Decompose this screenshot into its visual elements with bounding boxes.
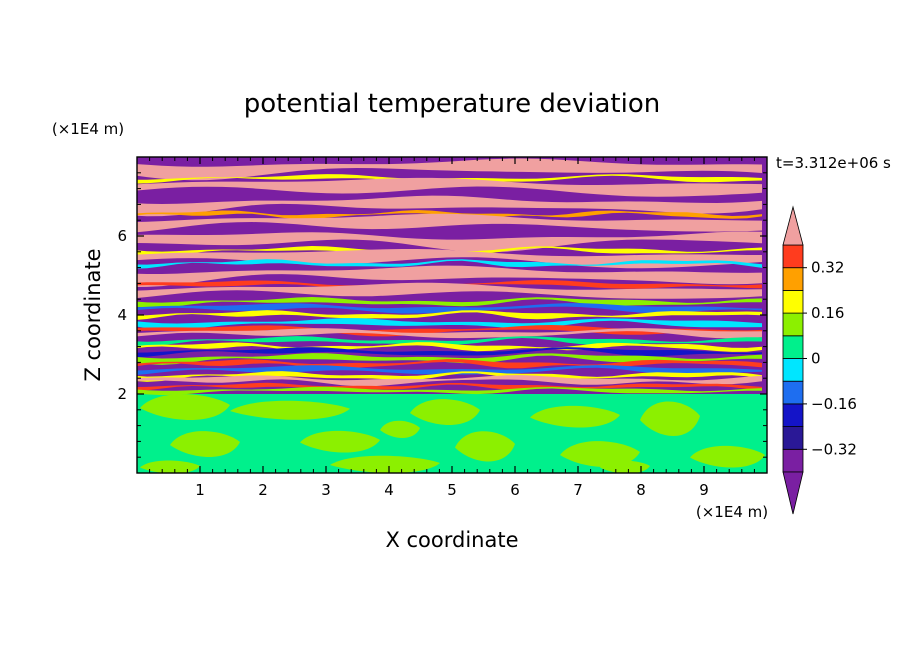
lower-patch bbox=[640, 401, 700, 436]
lower-patch bbox=[455, 431, 515, 462]
field-band bbox=[137, 325, 762, 337]
colorbar-segment bbox=[782, 380, 804, 405]
lower-patch bbox=[600, 460, 650, 473]
field-band bbox=[137, 265, 762, 287]
colorbar-tick-label: 0 bbox=[811, 350, 821, 368]
field-band bbox=[137, 282, 762, 299]
lower-patch bbox=[380, 420, 420, 438]
field-band bbox=[137, 158, 762, 181]
x-tick-label: 6 bbox=[510, 481, 520, 499]
x-tick-label: 8 bbox=[636, 481, 646, 499]
field-band bbox=[137, 177, 762, 197]
lower-patch bbox=[560, 441, 640, 467]
colorbar-tick-label: −0.32 bbox=[811, 440, 857, 458]
field-band bbox=[137, 259, 762, 269]
lower-patch bbox=[330, 455, 440, 473]
colorbar-extend-min bbox=[782, 471, 804, 515]
colorbar-tick-label: 0.16 bbox=[811, 304, 844, 322]
chart-title: potential temperature deviation bbox=[244, 89, 660, 119]
upper-layer-bands bbox=[137, 158, 762, 396]
x-tick-label: 9 bbox=[699, 481, 709, 499]
x-tick-label: 3 bbox=[321, 481, 331, 499]
field-band bbox=[137, 382, 762, 391]
field-band bbox=[137, 371, 762, 382]
y-tick-label: 6 bbox=[117, 227, 127, 245]
y-axis-label: Z coordinate bbox=[81, 248, 105, 381]
lower-patch bbox=[530, 405, 620, 428]
colorbar-segment bbox=[782, 426, 804, 450]
field-band bbox=[137, 231, 762, 253]
colorbar-segment bbox=[782, 403, 804, 427]
lower-layer-patches bbox=[140, 394, 765, 473]
colorbar-segment bbox=[782, 289, 804, 314]
field-band bbox=[137, 353, 762, 365]
colorbar-tick-label: −0.16 bbox=[811, 395, 857, 413]
field-band bbox=[137, 328, 762, 339]
field-band bbox=[137, 347, 762, 358]
field-band bbox=[137, 280, 762, 291]
x-tick-label: 4 bbox=[384, 481, 394, 499]
lower-patch bbox=[140, 460, 200, 473]
x-tick-label: 1 bbox=[195, 481, 205, 499]
lower-patch bbox=[300, 430, 380, 453]
colorbar-extend-max bbox=[782, 205, 804, 246]
time-label: t=3.312e+06 s bbox=[776, 154, 891, 172]
lower-patch bbox=[230, 400, 350, 420]
field-band bbox=[137, 365, 762, 376]
colorbar-segment bbox=[782, 267, 804, 291]
x-unit-label: (×1E4 m) bbox=[696, 503, 768, 521]
lower-patch bbox=[410, 399, 480, 425]
colorbar-segment bbox=[782, 335, 804, 359]
y-tick-label: 2 bbox=[117, 385, 127, 403]
x-tick-label: 7 bbox=[573, 481, 583, 499]
colorbar-tick-label: 0.32 bbox=[811, 259, 844, 277]
field-band bbox=[137, 318, 762, 330]
field-band bbox=[137, 195, 762, 217]
x-tick-label: 5 bbox=[447, 481, 457, 499]
field-band bbox=[137, 375, 762, 387]
lower-patch bbox=[690, 445, 765, 468]
field-band bbox=[137, 213, 762, 233]
plot-area: 1 2 3 4 5 6 7 8 9 2 4 6 bbox=[117, 156, 768, 499]
colorbar-segment bbox=[782, 244, 804, 269]
colorbar-segment bbox=[782, 358, 804, 382]
field-band bbox=[137, 303, 762, 314]
field-band bbox=[137, 310, 762, 320]
colorbar: −0.32 −0.16 0 0.16 0.32 bbox=[782, 205, 857, 515]
colorbar-segment bbox=[782, 448, 804, 473]
lower-patch bbox=[170, 431, 240, 457]
y-tick-label: 4 bbox=[117, 306, 127, 324]
field-band bbox=[137, 386, 762, 396]
x-tick-label: 2 bbox=[258, 481, 268, 499]
lower-patch bbox=[140, 394, 230, 420]
y-unit-label: (×1E4 m) bbox=[52, 120, 124, 138]
colorbar-segment bbox=[782, 312, 804, 337]
x-axis-label: X coordinate bbox=[385, 528, 518, 552]
